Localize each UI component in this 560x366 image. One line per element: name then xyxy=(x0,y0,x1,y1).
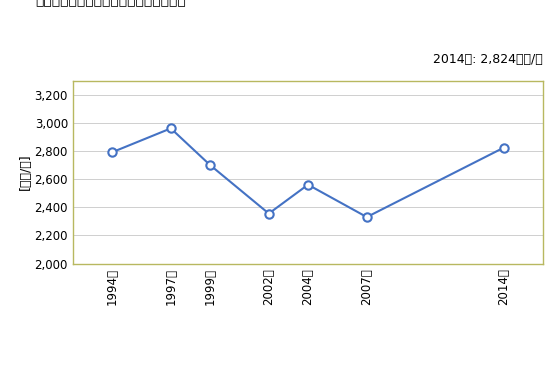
商業の従業者一人当たり年間商品販売額 xyxy=(207,163,213,167)
商業の従業者一人当たり年間商品販売額 xyxy=(305,183,311,187)
Legend: 商業の従業者一人当たり年間商品販売額: 商業の従業者一人当たり年間商品販売額 xyxy=(218,365,398,366)
Y-axis label: [万円/人]: [万円/人] xyxy=(18,154,32,190)
Text: 商業の従業者一人当たり年間商品販売額: 商業の従業者一人当たり年間商品販売額 xyxy=(35,0,186,7)
商業の従業者一人当たり年間商品販売額 xyxy=(167,126,174,131)
Line: 商業の従業者一人当たり年間商品販売額: 商業の従業者一人当たり年間商品販売額 xyxy=(108,124,508,221)
商業の従業者一人当たり年間商品販売額 xyxy=(265,211,272,216)
商業の従業者一人当たり年間商品販売額 xyxy=(501,145,507,150)
Text: 2014年: 2,824万円/人: 2014年: 2,824万円/人 xyxy=(433,53,543,66)
商業の従業者一人当たり年間商品販売額 xyxy=(109,150,115,154)
商業の従業者一人当たり年間商品販売額 xyxy=(363,215,370,219)
